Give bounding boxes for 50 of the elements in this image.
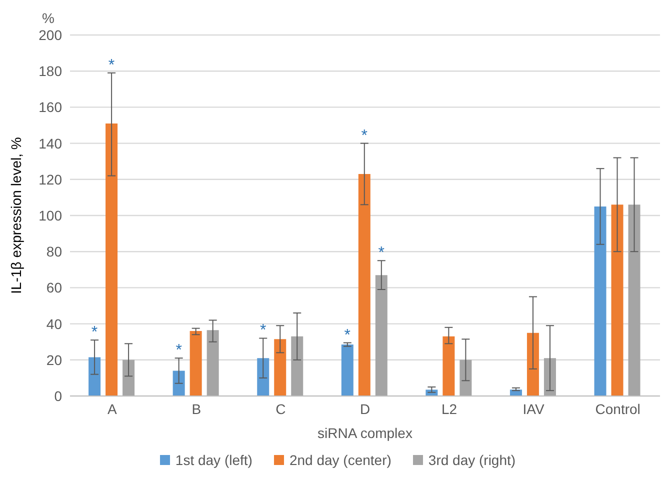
x-tick-label: D (360, 400, 370, 417)
y-tick-label: 180 (38, 63, 62, 80)
data-label: * (378, 244, 385, 262)
data-label: * (108, 56, 115, 74)
y-tick-label: 100 (38, 207, 62, 224)
x-tick-label: Control (595, 400, 640, 417)
text: % (42, 10, 54, 26)
data-label: * (91, 324, 98, 342)
x-tick-label: IAV (522, 400, 545, 417)
y-tick-label: 80 (46, 244, 62, 260)
bar (594, 206, 606, 396)
bar (122, 360, 135, 396)
bar (358, 174, 370, 396)
y-tick-label: 120 (38, 171, 62, 188)
legend-label: 1st day (left) (175, 452, 252, 468)
y-axis-title: IL-1β expression level, % (8, 137, 24, 294)
bar (106, 123, 118, 396)
bar (460, 360, 472, 396)
y-tick-label: 0 (54, 388, 62, 404)
bar (274, 339, 286, 396)
bar (190, 331, 202, 396)
x-axis-title: siRNA complex (318, 425, 412, 441)
bar (206, 330, 219, 396)
bar (544, 358, 556, 396)
y-tick-label: 20 (46, 352, 62, 368)
bar (291, 336, 304, 396)
y-tick-label: 40 (46, 316, 62, 332)
y-tick-label: 200 (38, 26, 62, 43)
y-tick-label: 140 (38, 135, 62, 152)
bar (172, 370, 185, 396)
y-tick-label: 160 (38, 99, 62, 116)
x-tick-label: L2 (441, 400, 458, 417)
bar (611, 204, 624, 396)
data-label: * (361, 127, 368, 144)
bar (442, 336, 455, 396)
data-label: * (260, 322, 266, 340)
data-label: * (344, 326, 351, 344)
x-tick-label: C (276, 400, 286, 417)
bar (628, 204, 640, 396)
bar (88, 357, 101, 396)
bar (526, 332, 539, 396)
legend-label: 2nd day (center) (289, 452, 392, 468)
bar (375, 275, 388, 396)
data-label: * (176, 342, 182, 360)
x-tick-label: B (192, 400, 202, 417)
bar (257, 358, 270, 396)
legend-label: 3rd day (right) (428, 452, 516, 468)
x-tick-label: A (107, 400, 118, 417)
y-tick-label: 60 (46, 280, 62, 296)
bar (341, 344, 354, 396)
